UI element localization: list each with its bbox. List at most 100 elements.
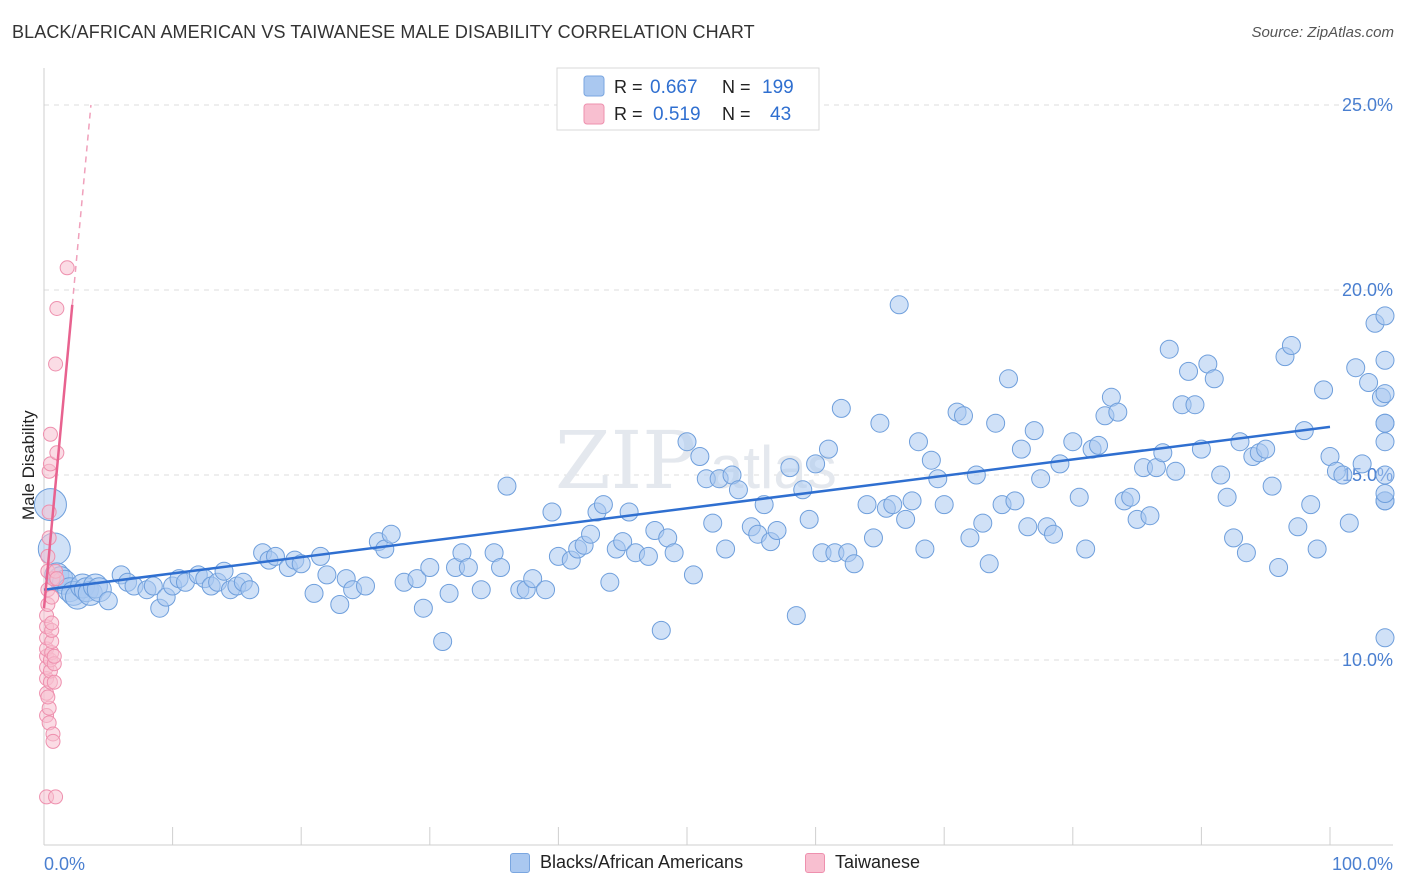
point-blacks <box>593 495 613 515</box>
point-blacks <box>857 495 877 515</box>
trend-lines <box>42 104 1331 609</box>
point-taiwanese <box>46 674 62 690</box>
point-blacks <box>799 509 819 529</box>
trend-line-taiwanese <box>42 304 74 609</box>
point-blacks <box>413 598 433 618</box>
point-blacks <box>1375 628 1395 648</box>
point-blacks <box>1179 361 1199 381</box>
point-blacks <box>1050 454 1070 474</box>
point-blacks <box>1333 465 1353 485</box>
point-blacks <box>915 539 935 559</box>
y-tick-label: 20.0% <box>1342 280 1393 300</box>
point-taiwanese <box>49 301 65 316</box>
point-taiwanese <box>46 648 62 664</box>
point-blacks <box>356 576 375 596</box>
point-blacks <box>1185 395 1205 415</box>
point-blacks <box>1005 491 1025 511</box>
y-tick-label: 10.0% <box>1342 650 1393 670</box>
point-blacks <box>1044 524 1064 544</box>
point-blacks <box>896 509 916 529</box>
point-taiwanese <box>44 589 60 605</box>
legend-n-value-blue: 199 <box>762 77 794 98</box>
point-blacks <box>523 569 543 589</box>
point-taiwanese <box>59 260 75 276</box>
point-blacks <box>1288 517 1308 537</box>
bottom-legend: Blacks/African Americans Taiwanese <box>0 852 1406 878</box>
point-blacks <box>542 502 562 522</box>
point-blacks <box>1375 350 1395 370</box>
point-blacks <box>1375 432 1395 452</box>
point-blacks <box>767 521 787 540</box>
point-blacks <box>381 524 401 544</box>
point-blacks <box>1375 484 1395 503</box>
point-blacks <box>683 565 703 585</box>
trend-line-blacks <box>43 425 1331 591</box>
point-blacks <box>1018 517 1038 537</box>
point-taiwanese <box>48 789 64 805</box>
point-blacks <box>1375 306 1395 326</box>
point-blacks <box>619 502 639 522</box>
point-blacks <box>1204 369 1224 389</box>
point-blacks <box>240 580 260 600</box>
legend-n-value-pink: 43 <box>770 104 791 125</box>
point-blacks <box>1069 487 1089 507</box>
point-blacks <box>1076 539 1096 559</box>
legend-box: R = 0.667 N = 199 R = 0.519 N = 43 <box>556 67 820 131</box>
point-blacks <box>581 524 601 544</box>
point-blacks <box>1121 487 1141 507</box>
source-label: Source: ZipAtlas.com <box>1251 24 1394 41</box>
point-blacks <box>908 432 928 452</box>
point-blacks <box>291 554 311 574</box>
legend-swatch-taiwanese <box>805 852 825 873</box>
legend-label-taiwanese: Taiwanese <box>835 852 921 872</box>
point-blacks <box>934 495 954 515</box>
point-blacks <box>716 539 736 559</box>
point-blacks <box>786 606 806 626</box>
point-blacks <box>1262 476 1282 496</box>
point-blacks <box>1108 402 1128 422</box>
legend-item-blacks: Blacks/African Americans <box>510 852 743 873</box>
point-blacks <box>979 554 999 574</box>
point-blacks <box>1224 528 1244 548</box>
point-taiwanese <box>44 615 60 631</box>
point-blacks <box>921 450 941 470</box>
point-blacks <box>1375 384 1395 404</box>
legend-swatch-pink <box>583 103 605 125</box>
point-taiwanese <box>48 356 64 372</box>
point-blacks <box>690 447 710 466</box>
point-blacks <box>1256 439 1276 459</box>
point-taiwanese <box>42 426 58 442</box>
point-blacks <box>1375 413 1395 433</box>
point-blacks <box>1230 432 1250 452</box>
point-blacks <box>986 413 1006 433</box>
point-taiwanese <box>40 689 56 705</box>
point-blacks <box>1346 358 1366 378</box>
y-tick-label: 25.0% <box>1342 95 1393 115</box>
point-blacks <box>98 591 118 611</box>
point-blacks <box>1339 513 1359 533</box>
point-blacks <box>960 528 980 548</box>
point-blacks <box>536 580 556 600</box>
point-blacks <box>928 469 948 489</box>
point-blacks <box>999 369 1018 389</box>
legend-label-blacks: Blacks/African Americans <box>540 852 744 872</box>
point-blacks <box>317 565 337 585</box>
point-blacks <box>1159 339 1179 359</box>
point-blacks <box>651 620 671 640</box>
point-blacks <box>677 432 697 452</box>
legend-r-value-pink: 0.519 <box>653 104 701 125</box>
point-blacks <box>703 513 723 533</box>
point-blacks <box>818 439 838 459</box>
point-blacks <box>1375 465 1395 485</box>
point-blacks <box>1063 432 1083 452</box>
legend-item-taiwanese: Taiwanese <box>805 852 920 873</box>
point-blacks <box>600 572 620 592</box>
point-blacks <box>1031 469 1051 489</box>
y-axis-label: Male Disability <box>19 410 38 520</box>
point-blacks <box>966 465 986 485</box>
point-taiwanese <box>45 733 61 749</box>
point-blacks <box>863 528 883 548</box>
point-taiwanese <box>49 571 65 587</box>
chart-title: BLACK/AFRICAN AMERICAN VS TAIWANESE MALE… <box>12 22 755 42</box>
